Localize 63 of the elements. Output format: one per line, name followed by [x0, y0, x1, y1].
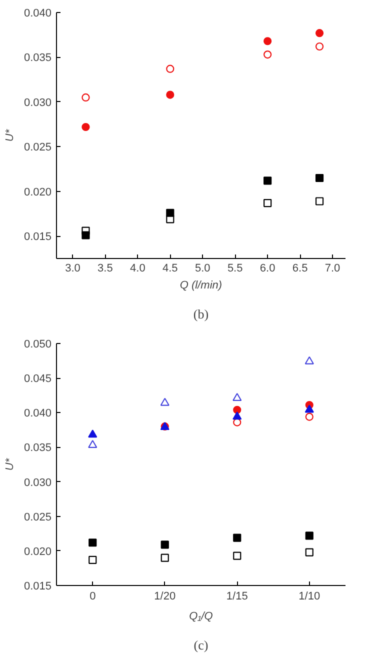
- point: [233, 406, 242, 414]
- point: [304, 356, 314, 364]
- point: [315, 174, 324, 182]
- point: [166, 64, 174, 73]
- point: [233, 534, 242, 542]
- y-tick-label: 0.040: [24, 408, 52, 420]
- y-tick-label: 0.045: [24, 373, 52, 386]
- point: [264, 37, 272, 46]
- point: [88, 430, 98, 438]
- x-tick-label: 4.0: [130, 262, 146, 274]
- y-tick-label: 0.050: [24, 338, 52, 350]
- x-tick-label: 6.5: [292, 262, 308, 274]
- x-tick-label: 1/20: [154, 590, 176, 602]
- point: [88, 538, 97, 547]
- x-axis-title: Q (l/min): [180, 280, 222, 292]
- x-tick-label: 7.0: [324, 262, 340, 274]
- y-tick-label: 0.040: [24, 8, 52, 20]
- point: [88, 440, 98, 448]
- x-tick-label: 5.5: [227, 262, 243, 274]
- y-axis-title: U*: [4, 458, 16, 471]
- point: [232, 412, 242, 420]
- x-tick-label: 1/15: [226, 590, 248, 602]
- y-tick-label: 0.015: [24, 580, 52, 592]
- point: [305, 412, 314, 421]
- point: [160, 540, 169, 549]
- y-tick-label: 0.030: [24, 96, 52, 109]
- x-tick-label: 3.0: [65, 262, 80, 274]
- x-tick-label: 6.0: [260, 262, 276, 274]
- point: [88, 556, 97, 564]
- point: [315, 42, 324, 51]
- y-tick-label: 0.035: [24, 442, 52, 454]
- x-tick-label: 5.0: [194, 262, 210, 274]
- point: [166, 90, 174, 99]
- point: [160, 398, 170, 406]
- x-tick-label: 3.5: [98, 262, 113, 274]
- point: [304, 404, 314, 413]
- y-tick-label: 0.020: [24, 546, 52, 558]
- x-axis-title: Q₁/Q: [189, 610, 214, 622]
- y-tick-label: 0.035: [24, 52, 52, 64]
- point: [166, 215, 174, 224]
- x-tick-label: 4.5: [162, 262, 178, 274]
- point: [264, 50, 272, 59]
- y-tick-label: 0.025: [24, 511, 52, 524]
- y-tick-label: 0.030: [24, 476, 52, 489]
- y-axis-title: U*: [4, 128, 16, 142]
- point: [233, 552, 242, 560]
- point: [82, 93, 90, 102]
- point: [305, 548, 314, 556]
- text: (c): [194, 638, 208, 652]
- point: [82, 122, 90, 132]
- point: [232, 392, 242, 401]
- point: [264, 198, 272, 208]
- point: [315, 29, 324, 38]
- point: [305, 532, 314, 540]
- point: [315, 197, 324, 206]
- y-tick-label: 0.015: [24, 231, 52, 244]
- y-tick-label: 0.025: [24, 142, 52, 154]
- text: (b): [193, 306, 209, 322]
- y-tick-label: 0.020: [24, 186, 52, 198]
- x-tick-label: 1/10: [298, 590, 320, 602]
- x-tick-label: 0: [90, 590, 96, 602]
- point: [160, 554, 169, 562]
- point: [264, 176, 272, 185]
